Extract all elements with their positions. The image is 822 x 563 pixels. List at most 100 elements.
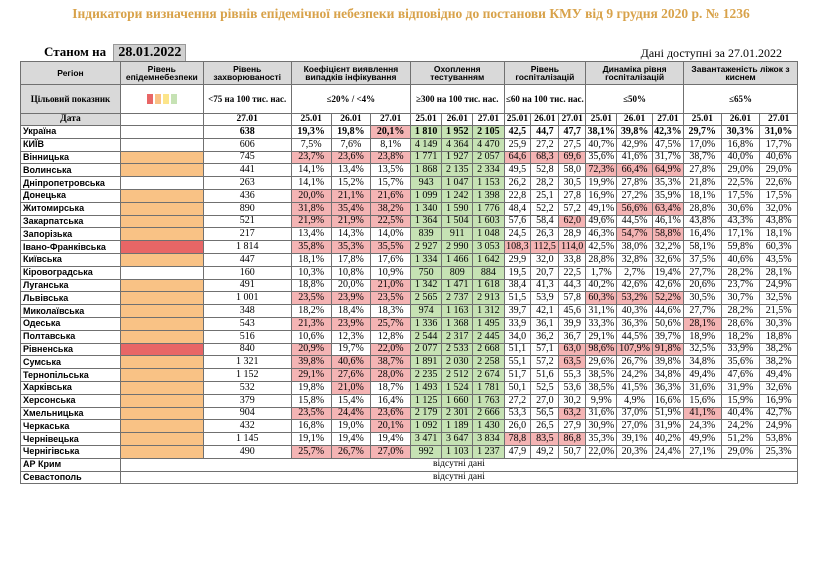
det-cell: 23,6%: [370, 406, 412, 421]
det-cell: 18,4%: [330, 304, 372, 318]
dyn-cell: 41,6%: [616, 150, 653, 165]
hos-cell: 38,4: [503, 278, 532, 293]
oxy-cell: 51,2%: [720, 432, 761, 446]
dyn-cell: 42,6%: [616, 278, 653, 293]
date-hospital-2: 26.01: [530, 113, 560, 126]
target-testing: ≥300 на 100 тис. нас.: [410, 84, 505, 114]
oxy-cell: 58,1%: [682, 240, 722, 254]
hos-cell: 49,2: [530, 444, 560, 459]
oxy-cell: 30,5%: [682, 291, 722, 306]
tst-cell: 2 179: [410, 406, 443, 421]
incidence-cell: 638: [202, 125, 292, 139]
dyn-cell: 72,3%: [585, 163, 618, 178]
det-cell: 18,2%: [290, 304, 332, 318]
dyn-cell: 31,1%: [585, 304, 618, 318]
oxy-cell: 27,8%: [682, 163, 722, 178]
det-cell: 39,8%: [290, 355, 332, 370]
region-name: Київська: [20, 252, 121, 267]
dyn-cell: 31,9%: [651, 419, 684, 434]
det-cell: 12,3%: [330, 329, 372, 344]
hos-cell: 44,3: [558, 278, 587, 293]
oxy-cell: 15,6%: [682, 393, 722, 408]
det-cell: 7,5%: [290, 137, 332, 152]
hos-cell: 25,9: [503, 137, 532, 152]
region-name: Полтавська: [20, 329, 121, 344]
dyn-cell: 41,5%: [616, 380, 653, 395]
tst-cell: 1 891: [410, 355, 443, 370]
tst-cell: 992: [410, 444, 443, 459]
tst-cell: 2 077: [410, 342, 443, 357]
tst-cell: 1 340: [410, 201, 443, 216]
hos-cell: 57,2: [530, 355, 560, 370]
region-name: Вінницька: [20, 150, 121, 165]
table-row: Київська 447 18,1% 17,8% 17,6% 1 334 1 466 1 64…: [20, 252, 798, 267]
oxy-cell: 22,6%: [759, 176, 798, 190]
dyn-cell: 20,3%: [616, 444, 653, 459]
hos-cell: 63,0: [558, 342, 587, 357]
oxy-cell: 38,7%: [682, 150, 722, 165]
hos-cell: 112,5: [530, 240, 560, 254]
tst-cell: 4 364: [441, 137, 474, 152]
hos-cell: 56,5: [530, 406, 560, 421]
det-cell: 22,0%: [370, 342, 412, 357]
level-indicator: [119, 304, 204, 318]
tst-cell: 1 868: [410, 163, 443, 178]
tst-cell: 1 618: [472, 278, 505, 293]
table-row: КИЇВ 606 7,5% 7,6% 8,1% 4 149 4 364 4 470 25,9 27…: [20, 137, 798, 152]
tst-cell: 974: [410, 304, 443, 318]
dyn-cell: 27,0%: [616, 419, 653, 434]
level-indicator: [119, 265, 204, 280]
incidence-cell: 543: [202, 316, 292, 331]
hos-cell: 45,6: [558, 304, 587, 318]
det-cell: 26,7%: [330, 444, 372, 459]
oxy-cell: 27,1%: [682, 444, 722, 459]
hos-cell: 52,5: [530, 380, 560, 395]
hos-cell: 30,5: [558, 176, 587, 190]
tst-cell: 1 103: [441, 444, 474, 459]
region-name: Волинська: [20, 163, 121, 178]
table-row: Закарпатська 521 21,9% 21,9% 22,5% 1 364 1 504…: [20, 214, 798, 229]
dyn-cell: 32,8%: [616, 252, 653, 267]
tst-cell: 4 470: [472, 137, 505, 152]
available-label: Дані доступні за: [640, 46, 725, 60]
table-row: Волинська 441 14,1% 13,4% 13,5% 1 868 2 135 2 3…: [20, 163, 798, 178]
hos-cell: 52,2: [530, 201, 560, 216]
dyn-cell: 29,1%: [585, 329, 618, 344]
dyn-cell: 44,6%: [651, 304, 684, 318]
oxy-cell: 22,5%: [720, 176, 761, 190]
date-incidence: 27.01: [202, 113, 292, 126]
dyn-cell: 35,3%: [651, 176, 684, 190]
dyn-cell: 24,2%: [616, 368, 653, 382]
dyn-cell: 19,9%: [585, 176, 618, 190]
dyn-cell: 49,6%: [585, 214, 618, 229]
oxy-cell: 40,6%: [759, 150, 798, 165]
det-cell: 35,3%: [330, 240, 372, 254]
oxy-cell: 17,1%: [720, 227, 761, 242]
tst-cell: 1 430: [472, 419, 505, 434]
as-of-label: Станом на: [44, 44, 107, 59]
legend-red: [146, 94, 153, 104]
region-name: Чернівецька: [20, 432, 121, 446]
dyn-cell: 38,1%: [585, 125, 618, 139]
det-cell: 23,5%: [290, 291, 332, 306]
level-indicator: [119, 188, 204, 203]
dyn-cell: 66,4%: [616, 163, 653, 178]
det-cell: 21,3%: [290, 316, 332, 331]
incidence-cell: 160: [202, 265, 292, 280]
dyn-cell: 40,2%: [651, 432, 684, 446]
hos-cell: 51,6: [530, 368, 560, 382]
hos-cell: 69,6: [558, 150, 587, 165]
region-name: Кіровоградська: [20, 265, 121, 280]
oxy-cell: 18,9%: [682, 329, 722, 344]
oxy-cell: 32,0%: [759, 201, 798, 216]
oxy-cell: 32,5%: [759, 291, 798, 306]
date-oxygen-1: 25.01: [682, 113, 722, 126]
table-row: Харківська 532 19,8% 21,0% 18,7% 1 493 1 524 1 …: [20, 380, 798, 395]
incidence-cell: 379: [202, 393, 292, 408]
tst-cell: 2 668: [472, 342, 505, 357]
dyn-cell: 44,5%: [616, 214, 653, 229]
hos-cell: 55,3: [558, 368, 587, 382]
det-cell: 13,4%: [330, 163, 372, 178]
tst-cell: 1 776: [472, 201, 505, 216]
region-name: Чернігівська: [20, 444, 121, 459]
